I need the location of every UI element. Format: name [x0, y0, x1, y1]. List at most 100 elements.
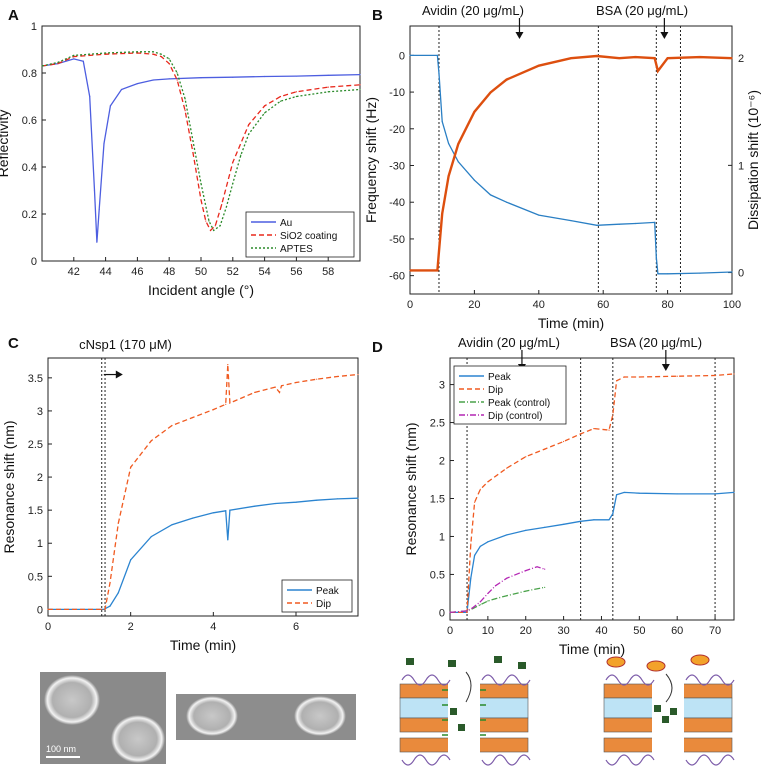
data-point [160, 53, 162, 55]
data-point [192, 517, 194, 519]
annotation-label: Avidin (20 μg/mL) [458, 335, 560, 350]
data-point [130, 559, 132, 561]
x-tick-label: 4 [210, 621, 216, 633]
annotation-label: BSA (20 μg/mL) [596, 3, 688, 18]
y-tick-label: 1.5 [430, 493, 445, 505]
data-point [536, 566, 538, 568]
data-point [580, 520, 582, 522]
data-point [733, 491, 735, 494]
data-point [278, 391, 281, 393]
x-tick-label: 46 [131, 266, 143, 278]
data-point [168, 58, 170, 60]
data-point [109, 582, 111, 584]
data-point [409, 54, 411, 56]
data-point [473, 111, 475, 113]
data-point [150, 440, 152, 442]
data-point [657, 70, 659, 72]
data-point [623, 376, 625, 378]
x-tick-label: 54 [258, 266, 270, 278]
x-tick-label: 100 [723, 299, 741, 311]
data-point [699, 56, 701, 58]
data-point [525, 590, 527, 592]
series-line-dissipation-shift [410, 54, 733, 272]
x-tick-label: 10 [482, 625, 494, 637]
legend-box [281, 579, 353, 613]
data-point [93, 189, 96, 192]
legend-label: Au [280, 218, 292, 229]
data-point [616, 494, 618, 496]
x-tick-label: 56 [290, 266, 302, 278]
panel-c-chart: 0 2 4 6 0 0.5 1 1.5 2 2.5 3 3.5 Time (min) Resonance … [1, 337, 359, 653]
data-point [160, 55, 162, 58]
data-point [436, 269, 438, 272]
data-point [254, 391, 256, 393]
data-point [479, 545, 481, 547]
data-point [214, 225, 216, 227]
data-point [470, 543, 472, 545]
data-point [494, 598, 497, 600]
x-tick-label: 0 [407, 299, 413, 311]
schematic-avidin [399, 656, 531, 766]
data-point [295, 75, 297, 77]
y-axis-label: Reflectivity [0, 110, 11, 178]
data-point [171, 524, 173, 526]
data-point [489, 194, 492, 196]
data-point [73, 54, 75, 56]
data-point [109, 605, 111, 607]
data-point [449, 611, 451, 614]
x-tick-label: 40 [533, 299, 545, 311]
arrow-head [115, 370, 123, 379]
data-point [184, 110, 186, 112]
data-point [227, 539, 229, 541]
data-point [457, 161, 459, 163]
data-point [638, 376, 640, 378]
data-point [279, 95, 282, 98]
x-axis-label: Time (min) [170, 637, 236, 653]
arrow-head [515, 32, 524, 39]
data-point [57, 61, 59, 64]
plot-frame [409, 25, 733, 295]
data-point [544, 526, 546, 528]
y-tick-label: 1 [31, 21, 37, 33]
data-point [448, 175, 450, 177]
data-point [327, 86, 329, 88]
chart-title: cNsp1 (170 μM) [79, 337, 172, 352]
y-tick-label: -60 [389, 271, 405, 283]
y-tick-label: -50 [389, 234, 405, 246]
data-point [82, 60, 84, 62]
series-line-peak-control- [449, 586, 545, 614]
data-point [327, 91, 329, 93]
data-point [593, 519, 595, 521]
data-point [208, 220, 210, 222]
series-line-dip-control- [449, 566, 545, 614]
y-tick-label: 1.5 [28, 505, 43, 517]
data-point [264, 75, 266, 78]
data-point [41, 65, 43, 67]
data-point [441, 120, 443, 123]
data-point [240, 154, 242, 156]
data-point [295, 91, 297, 93]
arrow-head [661, 364, 670, 371]
y-tick-label: 0 [439, 607, 445, 619]
data-point [232, 161, 234, 163]
data-point [105, 53, 107, 55]
data-point [544, 448, 546, 450]
x-tick-label: 44 [99, 266, 111, 278]
data-point [120, 88, 123, 91]
data-point [232, 76, 234, 78]
data-point [479, 604, 481, 606]
data-point [438, 73, 440, 75]
data-point [487, 541, 489, 543]
data-point [200, 199, 202, 201]
data-point [212, 409, 214, 411]
data-point [634, 56, 637, 58]
data-point [176, 72, 178, 74]
data-point [136, 82, 138, 85]
x-tick-label: 80 [661, 299, 673, 311]
data-point [525, 570, 527, 572]
data-point [612, 513, 614, 515]
legend-label: Peak (control) [488, 398, 550, 409]
data-point [225, 403, 227, 405]
plot-frame [449, 357, 735, 621]
